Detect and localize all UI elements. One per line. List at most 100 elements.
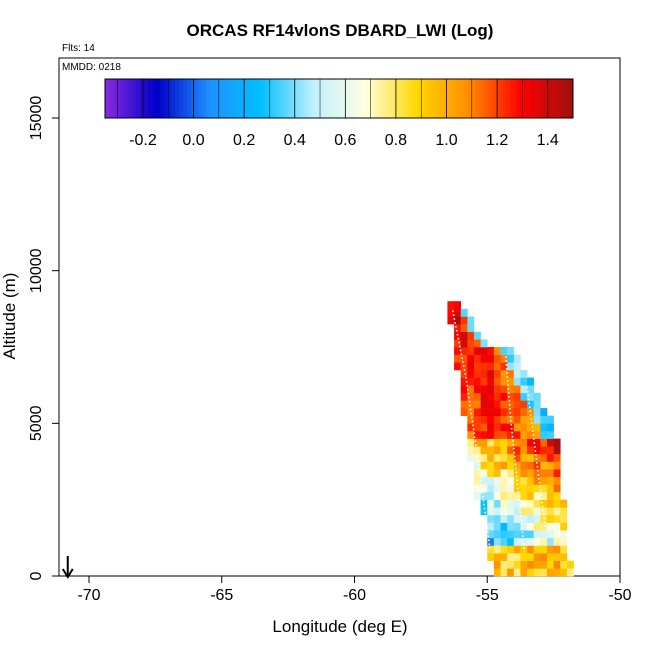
colorbar-segment xyxy=(409,79,414,118)
heatmap-cell xyxy=(473,430,481,439)
heatmap-cell xyxy=(500,347,508,355)
colorbar-segment xyxy=(358,79,363,118)
heatmap-cell xyxy=(500,423,508,432)
colorbar-segment xyxy=(210,79,215,118)
y-tick-label: 0 xyxy=(28,571,45,580)
x-tick-label: -60 xyxy=(343,587,366,604)
colorbar-segment xyxy=(261,79,266,118)
heatmap-cell xyxy=(520,400,528,409)
heatmap-cell xyxy=(507,484,515,493)
heatmap-cell xyxy=(507,438,515,447)
heatmap-cell xyxy=(454,316,461,325)
heatmap-cell xyxy=(493,492,501,500)
heatmap-cell xyxy=(533,560,541,569)
heatmap-cell xyxy=(513,553,521,562)
heatmap-cell xyxy=(507,492,515,500)
heatmap-cell xyxy=(546,423,554,432)
heatmap-cell xyxy=(467,369,475,378)
heatmap-cell xyxy=(493,522,501,531)
heatmap-cell xyxy=(533,545,541,554)
heatmap-cell xyxy=(533,415,541,424)
heatmap-cell xyxy=(480,507,488,516)
colorbar-segment xyxy=(105,79,110,118)
heatmap-cell xyxy=(493,484,501,493)
heatmap-cell xyxy=(507,369,515,378)
heatmap-cell xyxy=(546,430,554,439)
colorbar-segment xyxy=(479,79,484,118)
heatmap-cell xyxy=(520,385,528,394)
heatmap-cell xyxy=(467,392,475,401)
heatmap-cell xyxy=(540,423,548,432)
heatmap-cell xyxy=(527,446,535,455)
heatmap-cell xyxy=(527,492,535,500)
heatmap-cell xyxy=(553,492,561,500)
heatmap-cell xyxy=(533,423,541,432)
heatmap-cell xyxy=(546,476,554,485)
colorbar-segment xyxy=(163,79,168,118)
heatmap-cell xyxy=(447,308,455,317)
heatmap-cell xyxy=(473,354,481,363)
heatmap-cell xyxy=(493,499,501,508)
colorbar-segment xyxy=(315,79,320,118)
colorbar-tick-label: 0.8 xyxy=(385,132,407,149)
heatmap-cell xyxy=(473,438,481,447)
heatmap-cell xyxy=(480,469,488,478)
colorbar-segment xyxy=(381,79,387,118)
colorbar-segment xyxy=(124,79,129,118)
heatmap-cell xyxy=(480,347,488,355)
heatmap-cell xyxy=(493,438,501,447)
heatmap-cell xyxy=(500,476,508,485)
heatmap-cell xyxy=(460,324,468,333)
heatmap-cell xyxy=(546,537,554,546)
heatmap-cell xyxy=(513,507,521,516)
heatmap-cell xyxy=(500,438,508,447)
heatmap-cell xyxy=(487,476,495,485)
heatmap-cell xyxy=(487,530,495,539)
colorbar-segment xyxy=(268,79,274,118)
heatmap-cell xyxy=(540,537,548,546)
heatmap-cell xyxy=(500,514,508,523)
heatmap-cell xyxy=(480,377,488,386)
colorbar-segment xyxy=(222,79,227,118)
heatmap-cell xyxy=(520,423,528,432)
colorbar-segment xyxy=(471,79,476,118)
heatmap-cell xyxy=(553,545,561,554)
heatmap-cell xyxy=(473,392,481,401)
heatmap-cell xyxy=(460,385,468,394)
colorbar-segment xyxy=(331,79,336,118)
heatmap-cell xyxy=(520,415,528,424)
heatmap-cell xyxy=(507,507,515,516)
heatmap-cell xyxy=(500,446,508,455)
colorbar-segment xyxy=(514,79,519,118)
colorbar-segment xyxy=(440,79,445,118)
heatmap-cell xyxy=(500,400,508,409)
heatmap-cell xyxy=(487,347,495,355)
heatmap-cell xyxy=(566,560,574,569)
heatmap-cell xyxy=(513,545,521,554)
heatmap-cell xyxy=(460,339,468,348)
colorbar-segment xyxy=(565,79,570,118)
colorbar-segment xyxy=(530,79,535,118)
heatmap-cell xyxy=(473,476,481,485)
heatmap-cell xyxy=(560,514,568,523)
heatmap-cell xyxy=(480,461,488,470)
colorbar-segment xyxy=(456,79,461,118)
heatmap-cell xyxy=(493,415,501,424)
heatmap-cell xyxy=(520,514,528,523)
heatmap-cell xyxy=(540,446,548,455)
heatmap-cell xyxy=(527,484,535,493)
colorbar-segment xyxy=(198,79,203,118)
heatmap-cell xyxy=(493,553,501,562)
heatmap-cell xyxy=(527,400,535,409)
colorbar-segment xyxy=(190,79,196,118)
heatmap-cell xyxy=(540,469,548,478)
heatmap-cell xyxy=(527,377,535,386)
colorbar-segment xyxy=(276,79,281,118)
colorbar-segment xyxy=(120,79,125,118)
colorbar-segment xyxy=(264,79,270,118)
heatmap-cell xyxy=(533,484,541,493)
colorbar-segment xyxy=(175,79,180,118)
heatmap-cell xyxy=(560,553,568,562)
y-axis: 0 5000 10000 15000 xyxy=(28,96,59,580)
colorbar-segment xyxy=(428,79,433,118)
